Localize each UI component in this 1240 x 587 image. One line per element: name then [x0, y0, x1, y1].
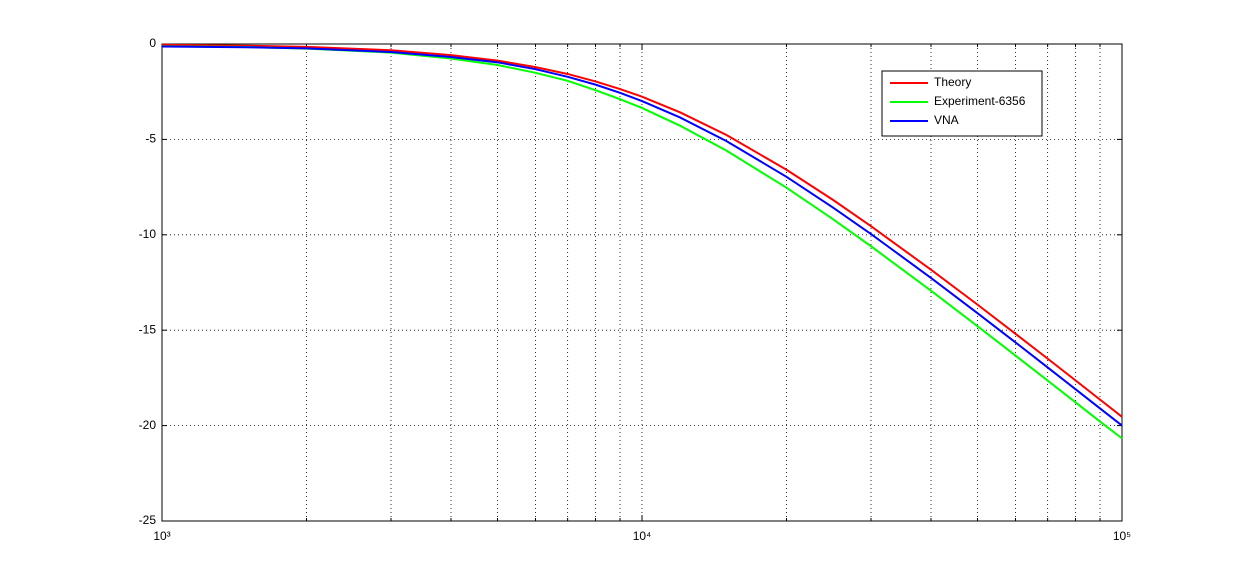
y-tick-label: -25 [139, 513, 157, 527]
x-tick-label: 10⁴ [633, 529, 652, 543]
legend-label: VNA [934, 113, 959, 127]
legend-box [881, 70, 1043, 137]
y-tick-label: -15 [139, 322, 157, 336]
legend-label: Experiment-6356 [934, 94, 1026, 108]
y-tick-label: -20 [139, 418, 157, 432]
x-tick-label: 10⁵ [1113, 529, 1131, 543]
series-line [161, 45, 1123, 427]
legend: Theory Experiment-6356 VNA [881, 70, 1043, 137]
y-tick-label: -10 [139, 227, 157, 241]
axes-box [161, 43, 1123, 522]
y-tick-label: -5 [145, 132, 156, 146]
x-tick-label: 10³ [153, 529, 170, 543]
legend-label: Theory [934, 75, 971, 89]
y-tick-label: 0 [149, 36, 156, 50]
series-line [161, 45, 1123, 440]
series-line [161, 43, 1123, 418]
